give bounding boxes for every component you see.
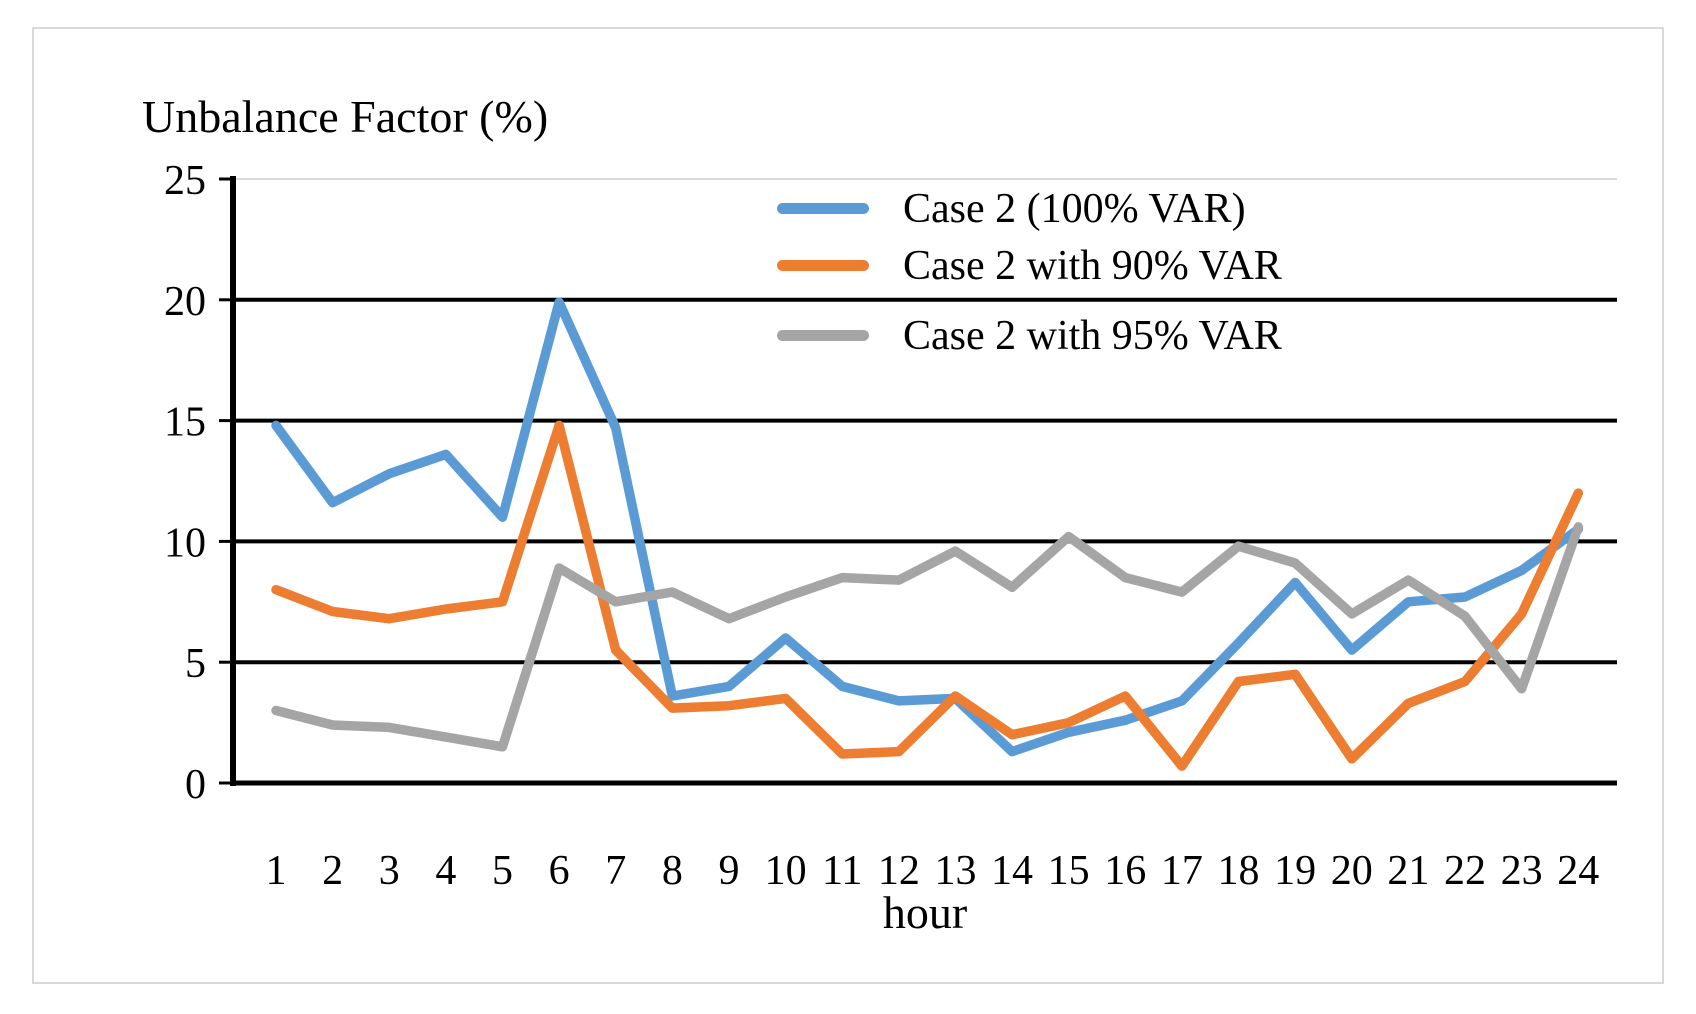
x-tick-label: 13 [934, 848, 976, 894]
series-line-0 [271, 297, 1584, 757]
x-axis-title: hour [882, 887, 968, 938]
x-tick-label: 17 [1161, 848, 1203, 894]
y-tick-label: 0 [185, 762, 206, 808]
y-tick-label: 10 [164, 520, 206, 566]
x-tick-label: 1 [266, 848, 287, 894]
legend-label: Case 2 with 90% VAR [903, 242, 1282, 289]
legend-label: Case 2 with 95% VAR [903, 312, 1282, 359]
chart-title: Unbalance Factor (%) [142, 91, 549, 142]
x-tick-label: 2 [322, 848, 343, 894]
x-tick-label: 7 [605, 848, 626, 894]
x-tick-label: 22 [1444, 848, 1486, 894]
legend-item: Case 2 (100% VAR) [777, 180, 1282, 237]
series-line-2 [271, 522, 1584, 752]
legend-label: Case 2 (100% VAR) [903, 185, 1246, 232]
x-tick-label: 20 [1331, 848, 1373, 894]
legend: Case 2 (100% VAR) Case 2 with 90% VAR Ca… [777, 180, 1282, 364]
legend-item: Case 2 with 90% VAR [777, 237, 1282, 294]
x-tick-label: 19 [1274, 848, 1316, 894]
gridline-layer [219, 176, 1617, 786]
legend-swatch-orange [777, 260, 869, 271]
x-tick-label: 23 [1501, 848, 1543, 894]
x-tick-label: 3 [379, 848, 400, 894]
x-tick-label: 12 [878, 848, 920, 894]
x-tick-label: 4 [435, 848, 456, 894]
x-tick-label: 10 [765, 848, 807, 894]
x-tick-label: 24 [1557, 848, 1599, 894]
x-tick-label: 21 [1387, 848, 1429, 894]
x-tick-label: 9 [718, 848, 739, 894]
x-tick-label: 5 [492, 848, 513, 894]
legend-swatch-gray [777, 330, 869, 341]
x-tick-label: 8 [662, 848, 683, 894]
x-tick-label: 6 [549, 848, 570, 894]
x-tick-label: 16 [1104, 848, 1146, 894]
figure-border [32, 27, 1664, 984]
y-tick-label: 25 [164, 158, 206, 204]
x-tick-label: 18 [1218, 848, 1260, 894]
series-line-1 [271, 420, 1584, 771]
y-tick-label: 20 [164, 279, 206, 325]
series-layer [271, 297, 1584, 771]
legend-item: Case 2 with 95% VAR [777, 307, 1282, 364]
y-tick-label: 15 [164, 400, 206, 446]
legend-swatch-blue [777, 203, 869, 214]
x-tick-label: 11 [822, 848, 862, 894]
x-tick-label: 14 [991, 848, 1033, 894]
y-tick-label: 5 [185, 641, 206, 687]
x-tick-label: 15 [1048, 848, 1090, 894]
